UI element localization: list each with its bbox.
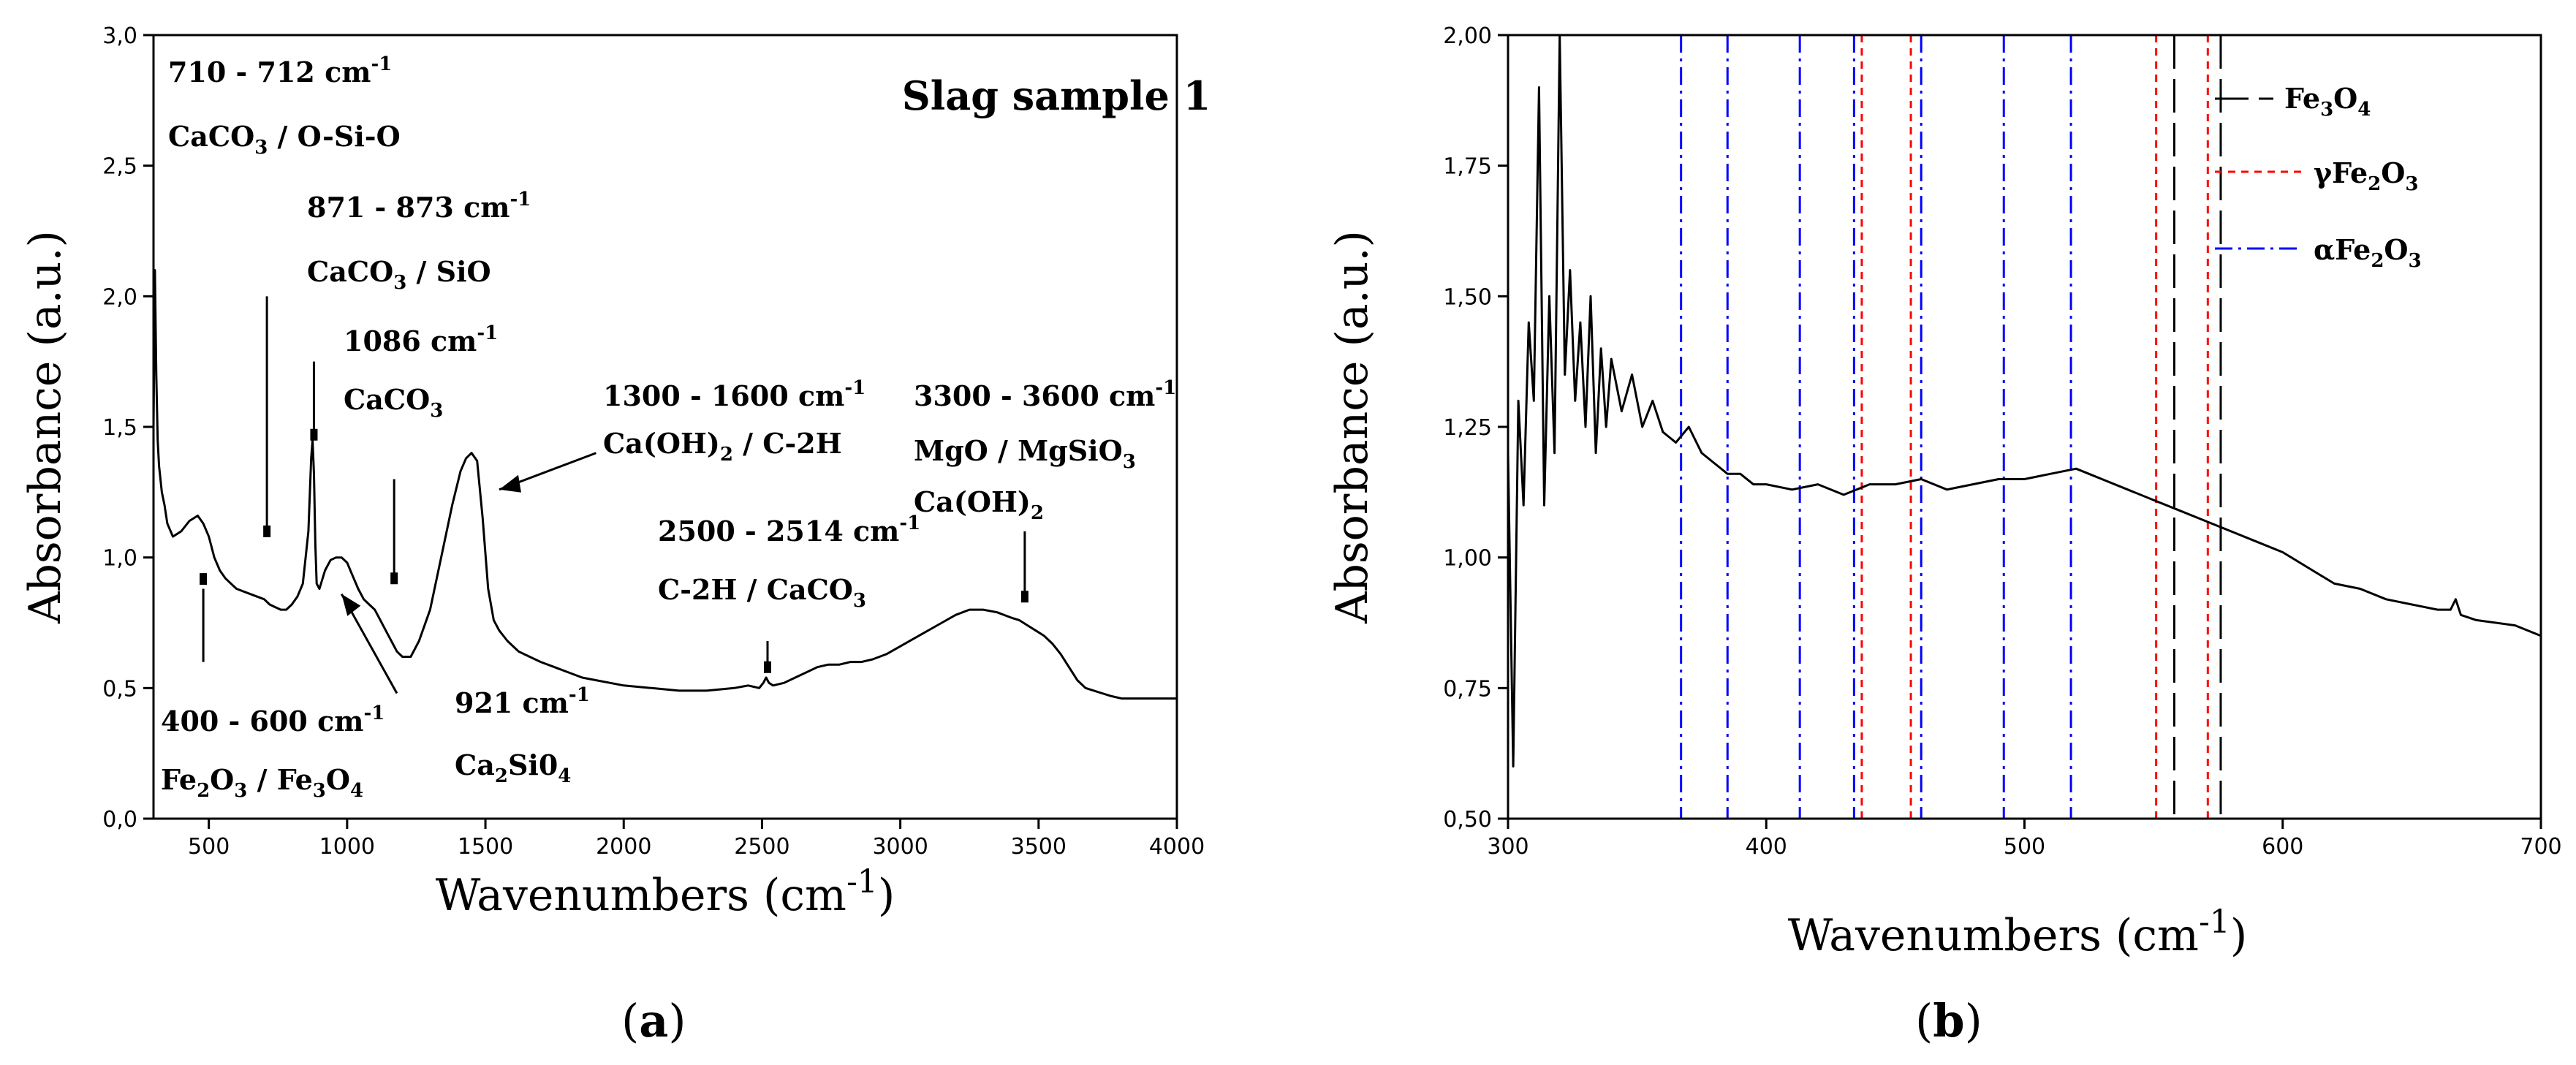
annotation-400-line2: Fe2O3 / Fe3O4 bbox=[161, 763, 363, 802]
annotation-3300-line2: MgO / MgSiO3 bbox=[914, 434, 1136, 473]
arrow-1086-head bbox=[390, 572, 398, 585]
panel-a-chart: 500 1000 1500 2000 2500 3000 3500 4000 0,0 0,5 1,0… bbox=[20, 23, 1211, 921]
panel-b-y-tick-label: 0,50 bbox=[1443, 807, 1492, 833]
panel-a-series-group bbox=[152, 269, 1177, 700]
panel-b-caption: (b) bbox=[1915, 994, 1982, 1047]
arrow-3300-head bbox=[1020, 591, 1028, 603]
panel-a-y-tick-label: 0,5 bbox=[102, 676, 137, 702]
panel-a-y-tick-label: 1,5 bbox=[102, 415, 137, 441]
arrow-1300-head bbox=[499, 474, 521, 493]
annotation-2500-line2: C-2H / CaCO3 bbox=[658, 573, 866, 612]
panel-a-x-tick-label: 2000 bbox=[596, 834, 651, 860]
arrow-921-head bbox=[341, 594, 361, 616]
panel-b-y-tick-label: 1,00 bbox=[1443, 546, 1492, 572]
arrow-2500-head bbox=[764, 661, 771, 673]
panel-b-series-group bbox=[1507, 34, 2542, 768]
legend-label-gamma-fe2o3: γFe2O3 bbox=[2314, 156, 2418, 195]
panel-a-y-tick-label: 2,0 bbox=[102, 284, 137, 310]
annotation-2500-line1: 2500 - 2514 cm-1 bbox=[658, 512, 920, 547]
arrow-400-head bbox=[200, 573, 208, 585]
arrow-710-head bbox=[263, 525, 271, 537]
arrow-871-head bbox=[310, 428, 318, 441]
panel-a-y-axis-label: Absorbance (a.u.) bbox=[20, 230, 71, 624]
panel-a-y-tick-label: 2,5 bbox=[102, 154, 137, 180]
panel-a-x-tick-label: 1500 bbox=[458, 834, 513, 860]
annotation-3300-line1: 3300 - 3600 cm-1 bbox=[914, 377, 1176, 412]
panel-b-caption-letter: b bbox=[1933, 994, 1965, 1047]
panel-b-legend: Fe3O4 γFe2O3 αFe2O3 bbox=[2215, 82, 2422, 272]
annotation-1300-line2: Ca(OH)2 / C-2H bbox=[603, 427, 842, 466]
annotation-871-line2: CaCO3 / SiO bbox=[307, 255, 491, 294]
panel-b-axis-ticks: 300 400 500 600 700 0,50 0,75 1,00 1,25 1,50 1,75 2… bbox=[1443, 23, 2561, 860]
panel-b-x-tick-label: 700 bbox=[2520, 834, 2561, 860]
annotation-400-line1: 400 - 600 cm-1 bbox=[161, 702, 384, 738]
legend-label-alpha-fe2o3: αFe2O3 bbox=[2314, 233, 2422, 272]
panel-a-x-tick-label: 4000 bbox=[1149, 834, 1205, 860]
panel-b-y-axis-label: Absorbance (a.u.) bbox=[1327, 230, 1378, 624]
panel-a-x-tick-label: 3000 bbox=[872, 834, 928, 860]
panel-b-x-tick-label: 400 bbox=[1746, 834, 1787, 860]
panel-a-x-axis-label: Wavenumbers (cm-1) bbox=[436, 863, 895, 921]
annotation-710-line1: 710 - 712 cm-1 bbox=[168, 53, 392, 88]
panel-b-y-tick-label: 1,50 bbox=[1443, 284, 1492, 310]
panel-b-spectrum-line bbox=[1507, 34, 2542, 768]
panel-a-title: Slag sample 1 bbox=[902, 72, 1211, 119]
panel-a-y-tick-label: 1,0 bbox=[102, 546, 137, 572]
panel-a-x-tick-label: 1000 bbox=[319, 834, 375, 860]
panel-a-y-tick-label: 3,0 bbox=[102, 23, 137, 49]
panel-b-y-tick-label: 0,75 bbox=[1443, 676, 1492, 702]
legend-label-fe3o4: Fe3O4 bbox=[2284, 82, 2371, 121]
annotation-871-line1: 871 - 873 cm-1 bbox=[307, 189, 531, 224]
panel-a-caption: (a) bbox=[621, 994, 686, 1047]
panel-b-x-tick-label: 500 bbox=[2004, 834, 2045, 860]
panel-a-annotation-arrows bbox=[200, 296, 1028, 694]
annotation-1086-line2: CaCO3 bbox=[344, 383, 443, 422]
panel-a-y-tick-label: 0,0 bbox=[102, 807, 137, 833]
panel-b-y-tick-label: 1,75 bbox=[1443, 154, 1492, 180]
panel-b-y-tick-label: 1,25 bbox=[1443, 415, 1492, 441]
annotation-921-line2: Ca2Si04 bbox=[455, 748, 571, 787]
panel-a-x-tick-label: 3500 bbox=[1011, 834, 1067, 860]
annotation-710-line2: CaCO3 / O-Si-O bbox=[168, 120, 401, 159]
annotation-1300-line1: 1300 - 1600 cm-1 bbox=[603, 377, 865, 412]
annotation-921-line1: 921 cm-1 bbox=[455, 684, 590, 719]
panel-a-axis-ticks: 500 1000 1500 2000 2500 3000 3500 4000 0,0 0,5 1,0… bbox=[102, 23, 1205, 860]
annotation-1086-line1: 1086 cm-1 bbox=[344, 322, 498, 357]
panel-b-x-tick-label: 600 bbox=[2262, 834, 2303, 860]
panel-a-x-tick-label: 2500 bbox=[734, 834, 789, 860]
panel-b-x-tick-label: 300 bbox=[1487, 834, 1528, 860]
panel-b-chart: 300 400 500 600 700 0,50 0,75 1,00 1,25 1,50 1,75 2… bbox=[1327, 23, 2562, 961]
panel-a-caption-letter: a bbox=[639, 994, 669, 1047]
panel-a-spectrum-line bbox=[152, 269, 1177, 700]
panel-b-reference-lines bbox=[1680, 35, 2222, 819]
panel-b-y-tick-label: 2,00 bbox=[1443, 23, 1492, 49]
panel-b-x-axis-label: Wavenumbers (cm-1) bbox=[1788, 903, 2247, 961]
panel-b-plot-frame bbox=[1507, 34, 2542, 820]
panel-a-x-tick-label: 500 bbox=[188, 834, 230, 860]
annotation-3300-line3: Ca(OH)2 bbox=[914, 485, 1044, 524]
